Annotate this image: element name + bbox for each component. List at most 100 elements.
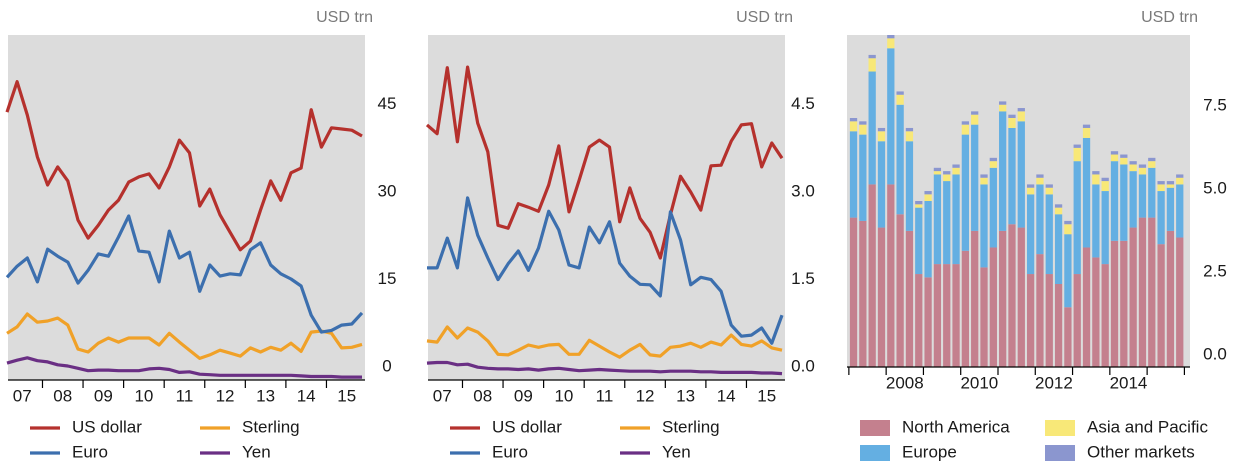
bar-segment (1045, 274, 1053, 367)
bar-segment (1138, 174, 1147, 218)
bar-segment (1073, 274, 1081, 367)
legend-label: Sterling (662, 417, 720, 436)
bar-segment (1129, 161, 1137, 165)
bar-segment (868, 58, 876, 72)
bar-segment (887, 35, 895, 39)
bar-segment (1120, 157, 1128, 165)
bar-segment (1036, 174, 1044, 178)
series-line (5, 80, 363, 252)
y-tick-label: 4.5 (791, 94, 815, 113)
bar-segment (1092, 171, 1100, 175)
bar-segment (999, 104, 1007, 112)
bar-segment (1082, 247, 1091, 367)
series-line (6, 356, 362, 379)
x-tick-label: 10 (554, 386, 573, 405)
bar-segment (943, 171, 951, 175)
bar-segment (1092, 257, 1100, 367)
y-tick-label: 45 (378, 94, 397, 113)
bar-segment (1101, 177, 1109, 182)
legend-label: Sterling (242, 417, 300, 436)
bar-segment (868, 184, 876, 367)
bar-segment (1110, 154, 1119, 162)
x-tick-label: 2010 (960, 373, 998, 392)
x-tick-label: 09 (94, 386, 113, 405)
legend-label: Other markets (1087, 442, 1195, 461)
y-tick-label: 0.0 (791, 357, 815, 376)
legend-swatch (1045, 420, 1075, 436)
bar-segment (961, 121, 970, 125)
bar-segment (1082, 127, 1091, 138)
bar-segment (1036, 177, 1044, 185)
bar-segment (980, 177, 988, 185)
bar-segment (1026, 194, 1035, 275)
bar-segment (1148, 161, 1156, 168)
legend-label: North America (902, 417, 1010, 436)
bar-segment (1101, 191, 1109, 265)
bar-segment (1082, 124, 1091, 128)
bar-segment (915, 207, 923, 275)
bar-segment (1148, 167, 1156, 218)
bar-segment (1045, 194, 1053, 275)
bar-segment (1036, 254, 1044, 367)
x-tick-label: 11 (596, 386, 614, 405)
legend-swatch (860, 420, 890, 436)
bar-segment (887, 48, 895, 185)
bar-segment (1157, 191, 1165, 245)
bar-segment (971, 111, 979, 115)
legend-label: Yen (242, 442, 271, 461)
x-tick-label: 13 (676, 386, 695, 405)
bar-segment (989, 167, 997, 248)
x-tick-label: 08 (473, 386, 492, 405)
bar-segment (989, 157, 997, 162)
bar-segment (877, 127, 886, 132)
bar-segment (1073, 144, 1081, 148)
x-tick-label: 14 (717, 386, 736, 405)
x-tick-label: 14 (297, 386, 316, 405)
bar-segment (1176, 177, 1184, 185)
bar-segment (1138, 167, 1147, 175)
bar-segment (1017, 121, 1025, 228)
bar-segment (999, 111, 1007, 231)
bar-segment (1148, 217, 1156, 367)
x-tick-label: 07 (13, 386, 32, 405)
legend-swatch (1045, 445, 1075, 461)
y-tick-label: 2.5 (1203, 261, 1227, 280)
bar-segment (877, 131, 886, 142)
legend-label: Euro (492, 442, 528, 461)
x-tick-label: 15 (757, 386, 776, 405)
bar-segment (896, 104, 904, 215)
bar-segment (1176, 237, 1184, 367)
bar-segment (849, 217, 858, 367)
x-tick-label: 2008 (886, 373, 924, 392)
bar-segment (980, 184, 988, 268)
legend-label: Yen (662, 442, 691, 461)
bar-segment (961, 250, 970, 367)
bar-segment (849, 118, 858, 122)
bar-segment (1026, 274, 1035, 367)
bar-segment (1092, 174, 1100, 185)
bar-segment (933, 264, 942, 367)
bar-segment (1054, 207, 1063, 215)
y-tick-label: 15 (378, 269, 397, 288)
bar-segment (849, 131, 858, 218)
bar-segment (1054, 214, 1063, 284)
bar-segment (868, 54, 876, 59)
y-tick-label: 1.5 (791, 269, 815, 288)
bar-segment (1026, 187, 1035, 195)
bar-segment (924, 194, 932, 201)
bar-segment (943, 174, 951, 182)
bar-segment (1082, 137, 1091, 248)
bar-segment (1120, 164, 1128, 241)
bar-segment (859, 134, 867, 221)
bar-segment (877, 141, 886, 228)
bar-segment (905, 127, 914, 132)
bar-segment (1176, 184, 1184, 238)
legend-label: Euro (72, 442, 108, 461)
bar-segment (1129, 164, 1137, 172)
bar-segment (868, 71, 876, 185)
bar-segment (1166, 187, 1175, 231)
bar-segment (1064, 220, 1072, 225)
legend-label: Europe (902, 442, 957, 461)
bar-segment (1008, 127, 1016, 225)
bar-segment (1064, 224, 1072, 235)
